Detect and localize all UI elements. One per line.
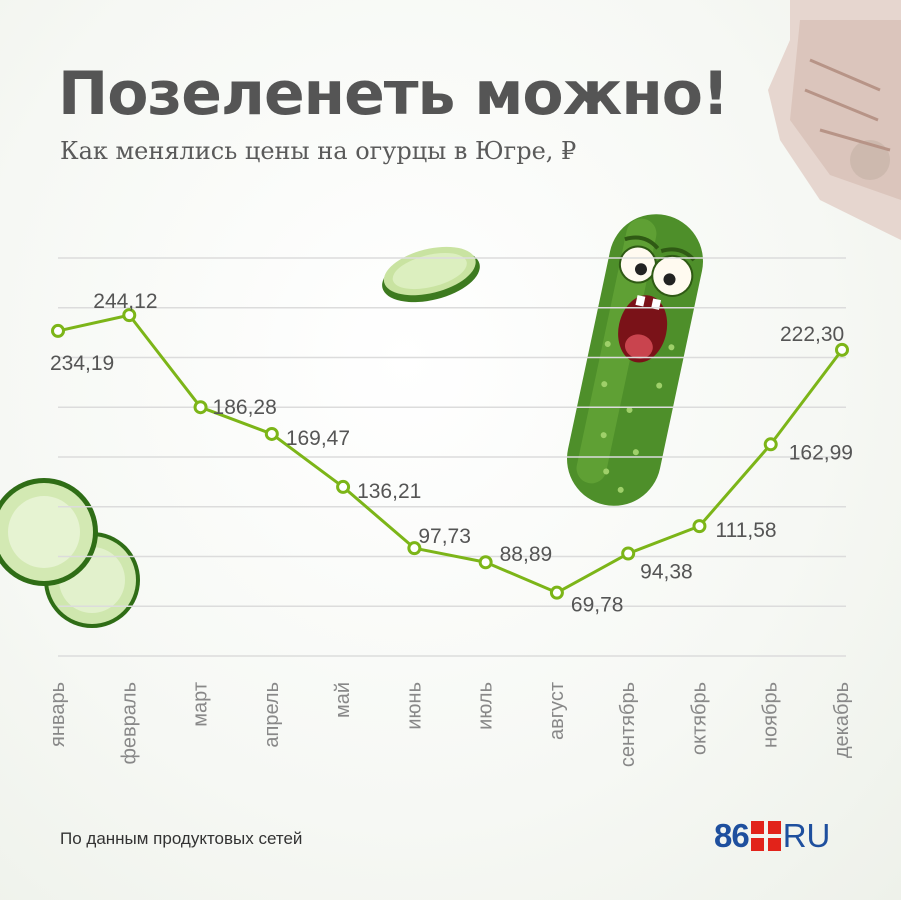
grid-lines xyxy=(58,257,846,657)
x-tick-label: январь xyxy=(47,682,69,747)
data-label: 111,58 xyxy=(715,519,776,542)
x-tick-labels: январь февраль март апрель май июнь июль август… xyxy=(47,682,853,767)
data-point xyxy=(478,555,493,570)
data-point xyxy=(549,585,564,600)
x-tick-label: октябрь xyxy=(688,682,710,755)
data-label: 94,38 xyxy=(640,561,693,584)
logo-text: RU xyxy=(782,817,831,854)
x-tick-label: февраль xyxy=(118,682,140,765)
data-point xyxy=(336,479,351,494)
source-note: По данным продуктовых сетей xyxy=(60,829,303,848)
x-tick-label: июль xyxy=(475,682,497,730)
data-point xyxy=(122,308,137,323)
data-point xyxy=(835,342,849,357)
x-tick-label: май xyxy=(332,682,354,718)
x-tick-label: сентябрь xyxy=(617,682,639,767)
logo-number: 86 xyxy=(714,817,750,854)
logo-squares-icon xyxy=(750,821,781,851)
data-point xyxy=(193,400,208,415)
data-point xyxy=(692,519,707,534)
site-logo: 86 RU xyxy=(714,816,830,856)
data-label: 97,73 xyxy=(418,525,471,548)
data-label: 88,89 xyxy=(500,543,553,566)
data-label: 222,30 xyxy=(780,323,844,346)
data-label: 162,99 xyxy=(789,441,853,464)
x-tick-label: август xyxy=(546,682,568,740)
data-point xyxy=(621,546,636,561)
data-points xyxy=(51,308,849,600)
x-tick-label: июнь xyxy=(403,682,425,730)
data-point xyxy=(407,541,422,556)
data-label: 186,28 xyxy=(213,396,277,419)
data-label: 234,19 xyxy=(50,352,114,375)
x-tick-label: декабрь xyxy=(831,682,853,758)
chart-subtitle: Как менялись цены на огурцы в Югре, ₽ xyxy=(60,137,577,165)
banknote-icon xyxy=(768,0,901,240)
data-point xyxy=(264,426,279,441)
x-tick-label: апрель xyxy=(261,682,283,748)
chart-title: Позеленеть можно! xyxy=(58,59,729,129)
cucumber-slice-top-icon xyxy=(382,246,480,303)
data-label: 136,21 xyxy=(357,480,421,503)
x-tick-label: март xyxy=(190,682,212,727)
data-label: 244,12 xyxy=(93,290,157,313)
series-line-path xyxy=(57,313,844,595)
x-tick-label: ноябрь xyxy=(760,682,782,748)
cucumber-character-icon xyxy=(567,214,703,506)
data-point xyxy=(763,437,778,452)
series-line xyxy=(57,313,844,595)
data-point xyxy=(51,323,65,338)
data-label: 169,47 xyxy=(286,427,350,450)
data-labels: 234,19 244,12 186,28 169,47 136,21 97,73 88,89… xyxy=(50,290,853,617)
data-label: 69,78 xyxy=(571,594,624,617)
